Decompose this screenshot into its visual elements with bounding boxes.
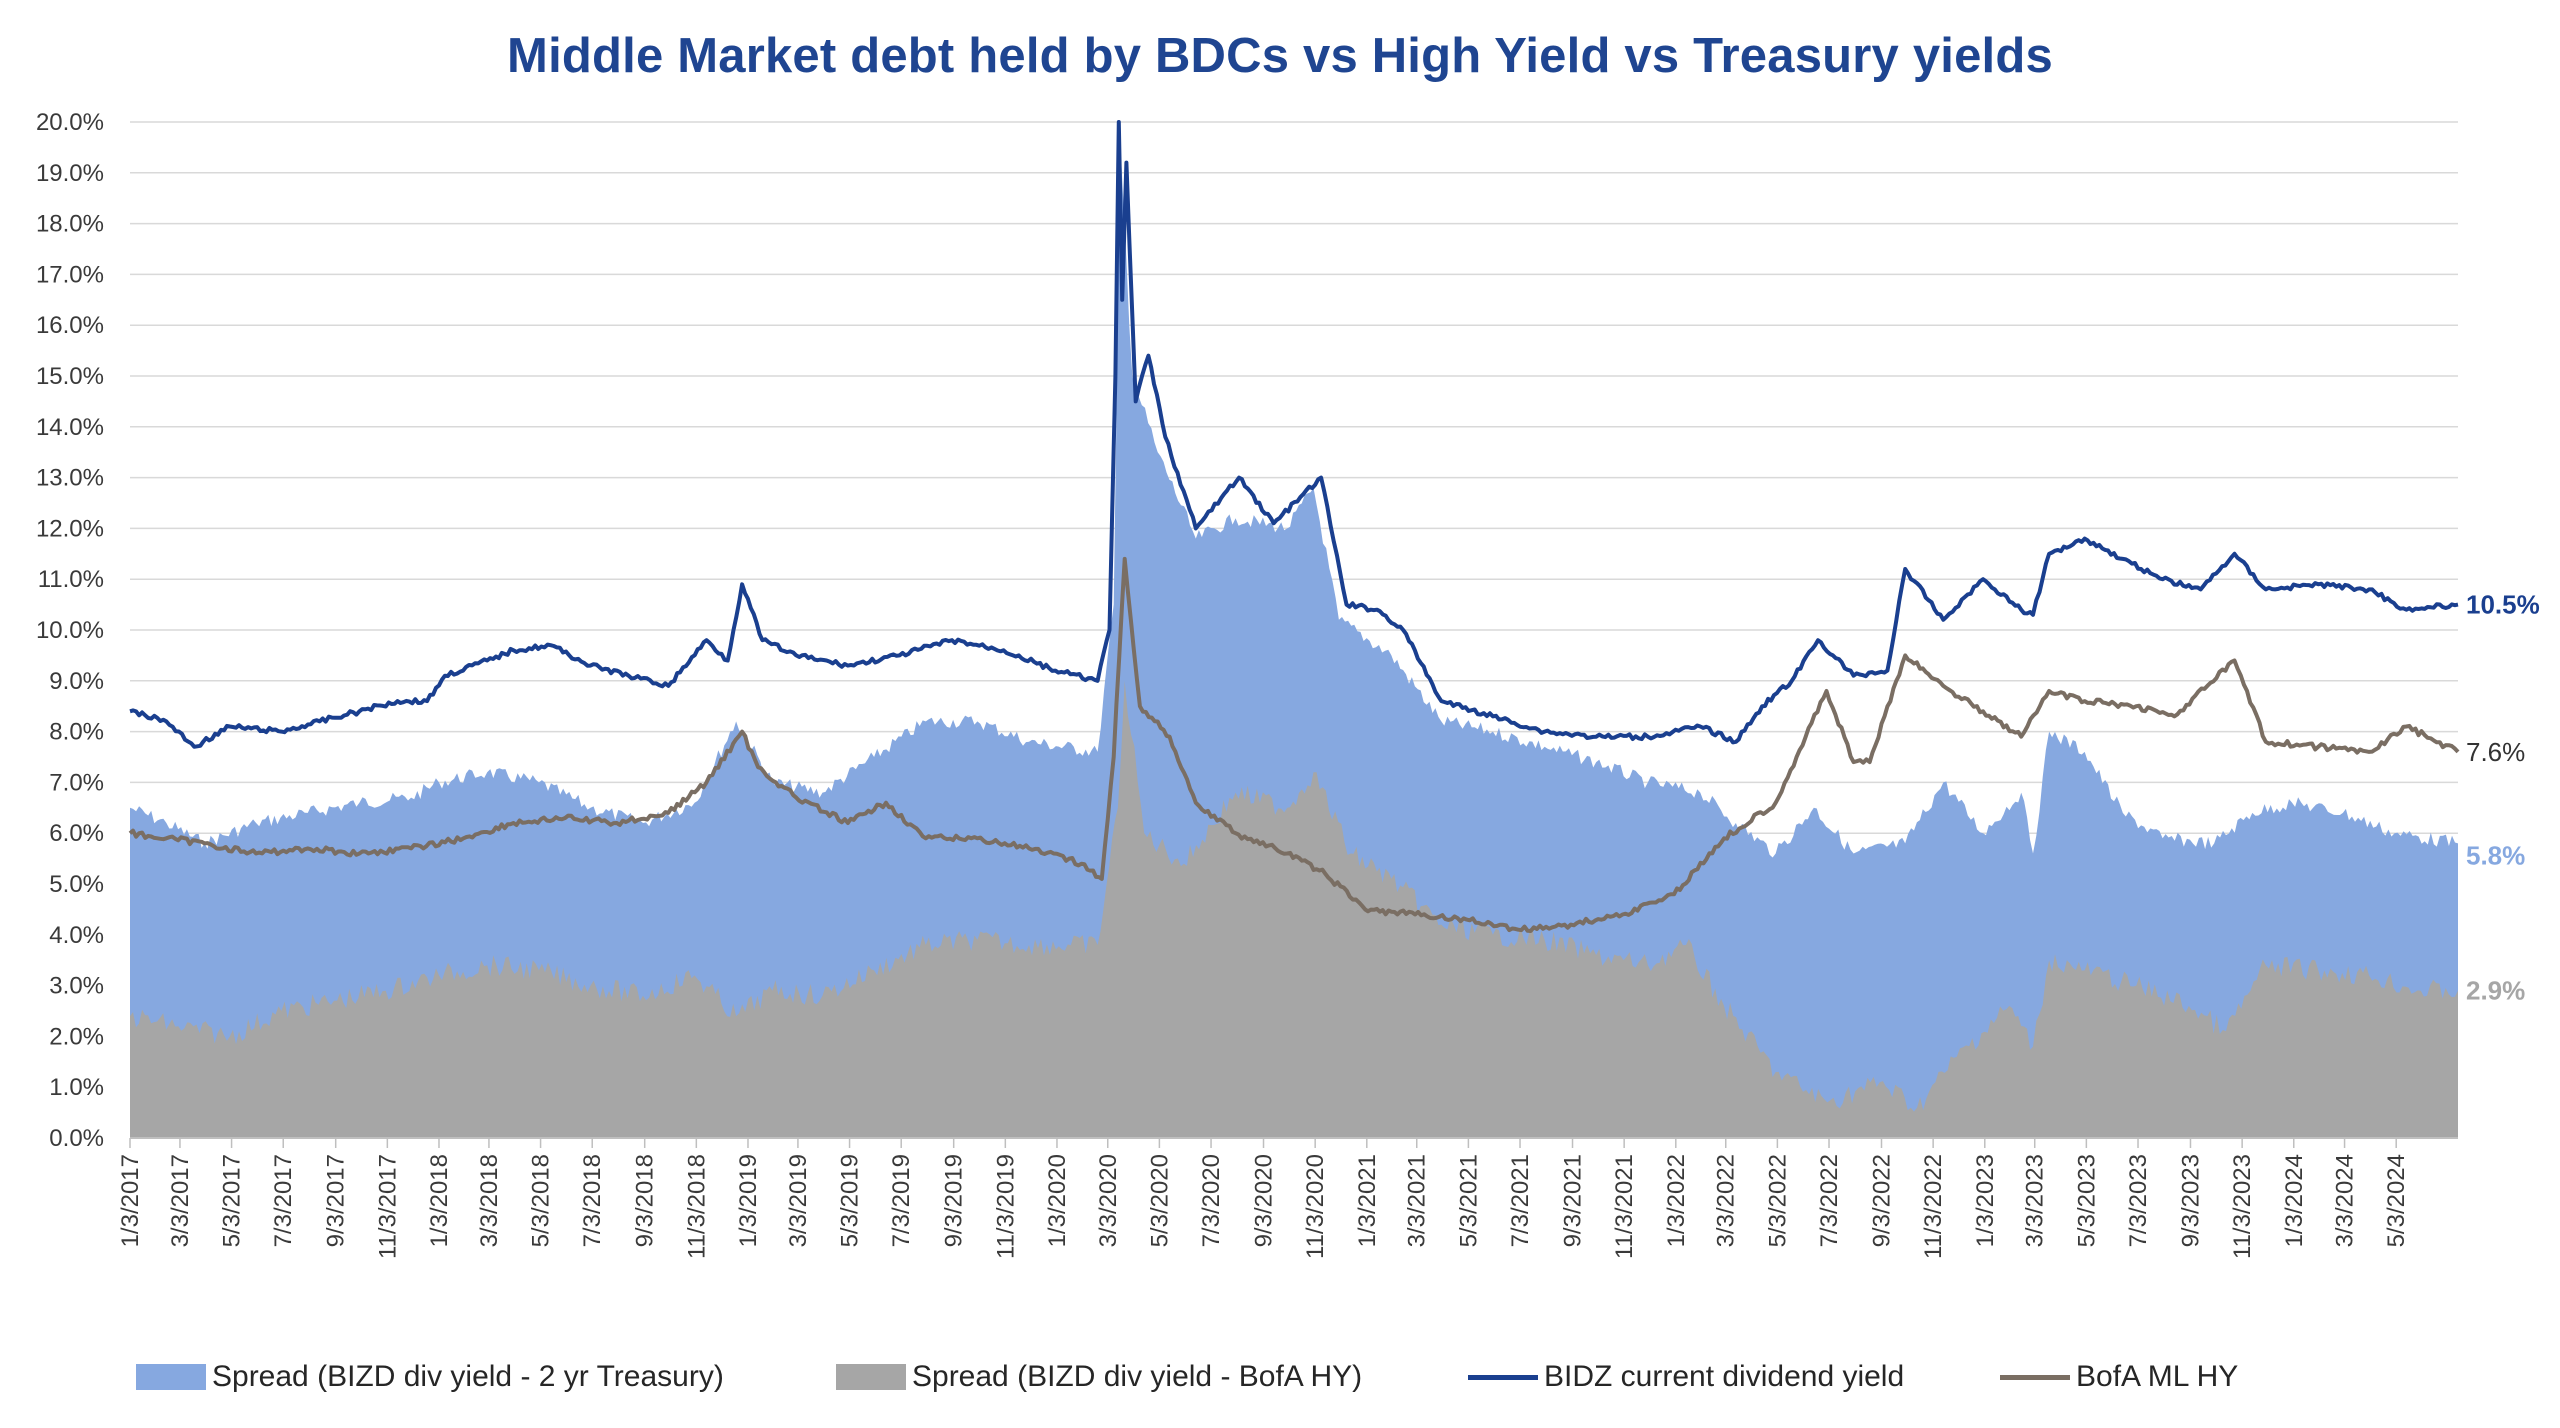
y-tick-label: 1.0% (49, 1074, 104, 1101)
area-spread-bizd-div-yield-2-yr-treasury (130, 147, 2458, 1138)
y-tick-label: 17.0% (36, 261, 104, 288)
x-tick-label: 3/3/2021 (1404, 1154, 1431, 1247)
legend-swatch-spread-treasury (136, 1364, 206, 1390)
x-tick-label: 3/3/2023 (2022, 1154, 2049, 1247)
x-tick-label: 11/3/2019 (992, 1154, 1019, 1259)
x-tick-label: 9/3/2022 (1869, 1154, 1896, 1247)
legend-swatch-spread-hy (836, 1364, 906, 1390)
line-series (128, 120, 2460, 933)
line-bofa-ml-hy (128, 556, 2460, 933)
x-tick-label: 1/3/2023 (1972, 1154, 1999, 1247)
x-tick-label: 11/3/2022 (1920, 1154, 1947, 1259)
x-tick-label: 1/3/2024 (2281, 1154, 2308, 1247)
y-tick-label: 14.0% (36, 414, 104, 441)
end-label-spread-bizd-div-yield-bofa-hy: 2.9% (2466, 976, 2525, 1006)
x-tick-label: 11/3/2021 (1611, 1154, 1638, 1259)
axes (129, 1137, 2458, 1148)
y-tick-label: 13.0% (36, 465, 104, 492)
y-tick-label: 11.0% (38, 566, 104, 593)
y-tick-label: 19.0% (36, 160, 104, 187)
end-label-spread-bizd-div-yield-2-yr-treasury: 5.8% (2466, 840, 2525, 870)
legend-item-spread-hy: Spread (BIZD div yield - BofA HY) (836, 1352, 1362, 1402)
y-tick-label: 2.0% (49, 1023, 104, 1050)
legend-label-spread-treasury: Spread (BIZD div yield - 2 yr Treasury) (212, 1360, 724, 1393)
line-bidz-current-dividend-yield (129, 120, 2459, 749)
y-tick-label: 6.0% (49, 820, 104, 847)
x-axis-ticks: 1/3/2017 3/3/2017 5/3/2017 7/3/2017 9/3/2017… (117, 1154, 2410, 1259)
x-tick-label: 5/3/2017 (219, 1154, 246, 1247)
x-tick-label: 3/3/2017 (167, 1154, 194, 1247)
x-tick-label: 7/3/2022 (1816, 1154, 1843, 1247)
legend-swatch-bofa-hy (2000, 1374, 2070, 1380)
x-tick-label: 1/3/2021 (1354, 1154, 1381, 1247)
x-tick-label: 5/3/2024 (2383, 1154, 2410, 1247)
x-tick-label: 11/3/2023 (2229, 1154, 2256, 1259)
x-tick-label: 7/3/2017 (270, 1154, 297, 1247)
y-tick-label: 9.0% (49, 668, 104, 695)
end-label-bidz-current-dividend-yield: 10.5% (2466, 590, 2540, 620)
x-tick-label: 5/3/2023 (2073, 1154, 2100, 1247)
x-tick-label: 1/3/2019 (735, 1154, 762, 1247)
x-tick-label: 9/3/2017 (323, 1154, 350, 1247)
y-axis-ticks: 0.0% 1.0% 2.0% 3.0% 4.0% 5.0% 6.0% 7.0% 8.0% 9.0%… (36, 109, 104, 1152)
legend-swatch-bizd-yield (1468, 1374, 1538, 1380)
x-tick-label: 3/3/2019 (785, 1154, 812, 1247)
x-tick-label: 7/3/2020 (1198, 1154, 1225, 1247)
y-tick-label: 4.0% (49, 922, 104, 949)
x-tick-label: 9/3/2020 (1251, 1154, 1278, 1247)
y-tick-label: 15.0% (36, 363, 104, 390)
x-tick-label: 5/3/2021 (1455, 1154, 1482, 1247)
end-label-bofa-ml-hy: 7.6% (2466, 737, 2525, 767)
x-tick-label: 3/3/2018 (476, 1154, 503, 1247)
y-tick-label: 18.0% (36, 211, 104, 238)
legend-item-bofa-hy: BofA ML HY (2000, 1352, 2238, 1402)
x-tick-label: 3/3/2024 (2332, 1154, 2359, 1247)
x-tick-label: 7/3/2019 (888, 1154, 915, 1247)
legend-item-bizd-yield: BIDZ current dividend yield (1468, 1352, 1904, 1402)
x-tick-label: 1/3/2017 (117, 1154, 144, 1247)
y-tick-label: 20.0% (36, 109, 104, 136)
x-tick-label: 1/3/2020 (1044, 1154, 1071, 1247)
legend-item-spread-treasury: Spread (BIZD div yield - 2 yr Treasury) (136, 1352, 724, 1402)
y-tick-label: 12.0% (36, 515, 104, 542)
y-tick-label: 16.0% (36, 312, 104, 339)
area-series (130, 147, 2458, 1138)
x-tick-label: 1/3/2018 (426, 1154, 453, 1247)
y-tick-label: 7.0% (49, 769, 104, 796)
x-tick-label: 9/3/2018 (632, 1154, 659, 1247)
y-tick-label: 8.0% (49, 719, 104, 746)
x-tick-label: 7/3/2021 (1507, 1154, 1534, 1247)
legend: Spread (BIZD div yield - 2 yr Treasury) … (0, 1352, 2560, 1402)
x-tick-label: 5/3/2019 (837, 1154, 864, 1247)
y-tick-label: 0.0% (49, 1125, 104, 1152)
chart-title: Middle Market debt held by BDCs vs High … (507, 29, 2053, 83)
x-tick-label: 5/3/2020 (1146, 1154, 1173, 1247)
x-tick-label: 9/3/2019 (941, 1154, 968, 1247)
x-tick-label: 7/3/2023 (2125, 1154, 2152, 1247)
x-tick-label: 9/3/2023 (2177, 1154, 2204, 1247)
x-tick-label: 3/3/2020 (1095, 1154, 1122, 1247)
x-tick-label: 5/3/2022 (1764, 1154, 1791, 1247)
x-tick-label: 11/3/2018 (683, 1154, 710, 1259)
x-tick-label: 5/3/2018 (528, 1154, 555, 1247)
legend-label-spread-hy: Spread (BIZD div yield - BofA HY) (912, 1360, 1363, 1393)
end-labels: 5.8% 2.9% 10.5% 7.6% (2466, 590, 2540, 1006)
legend-label-bofa-hy: BofA ML HY (2076, 1360, 2239, 1393)
y-tick-label: 10.0% (36, 617, 104, 644)
y-tick-label: 3.0% (49, 973, 104, 1000)
x-tick-label: 1/3/2022 (1663, 1154, 1690, 1247)
area-spread-bizd-div-yield-bofa-hy (130, 680, 2458, 1138)
y-tick-label: 5.0% (49, 871, 104, 898)
x-tick-label: 11/3/2020 (1302, 1154, 1329, 1259)
x-tick-label: 3/3/2022 (1713, 1154, 1740, 1247)
x-tick-label: 7/3/2018 (579, 1154, 606, 1247)
x-tick-label: 11/3/2017 (374, 1154, 401, 1259)
legend-label-bizd-yield: BIDZ current dividend yield (1544, 1360, 1905, 1393)
x-tick-label: 9/3/2021 (1560, 1154, 1587, 1247)
